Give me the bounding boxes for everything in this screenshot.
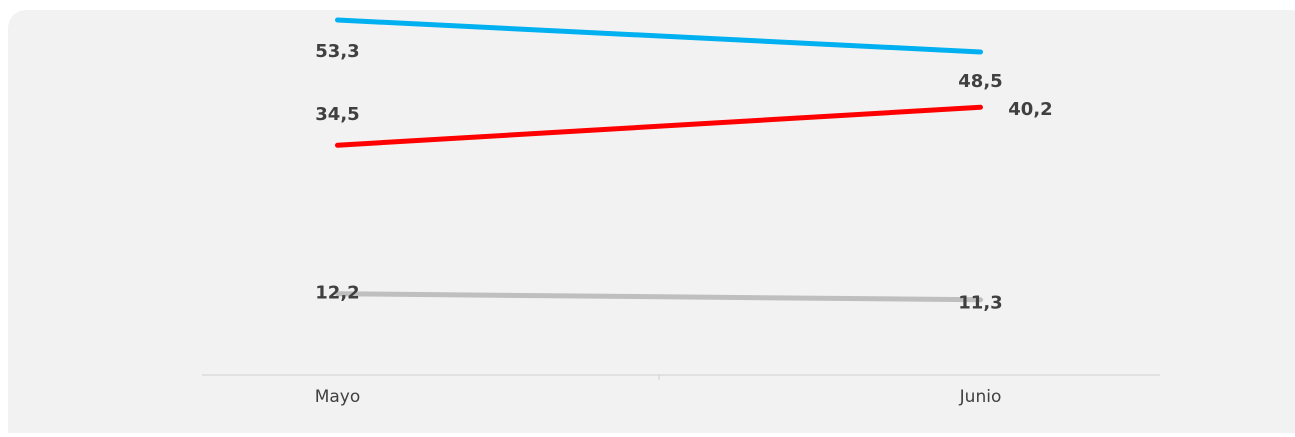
series-line bbox=[335, 17, 983, 55]
value-label: 12,2 bbox=[315, 283, 359, 304]
series-line bbox=[335, 291, 983, 303]
x-tick-label: Mayo bbox=[315, 387, 361, 407]
value-label: 40,2 bbox=[1008, 99, 1052, 120]
value-label: 48,5 bbox=[958, 71, 1002, 92]
panel bbox=[8, 10, 1295, 437]
x-tick-label: Junio bbox=[959, 387, 1002, 407]
value-label: 53,3 bbox=[315, 41, 359, 62]
series-line bbox=[335, 104, 983, 148]
value-label: 34,5 bbox=[315, 104, 359, 125]
value-label: 11,3 bbox=[958, 293, 1002, 314]
